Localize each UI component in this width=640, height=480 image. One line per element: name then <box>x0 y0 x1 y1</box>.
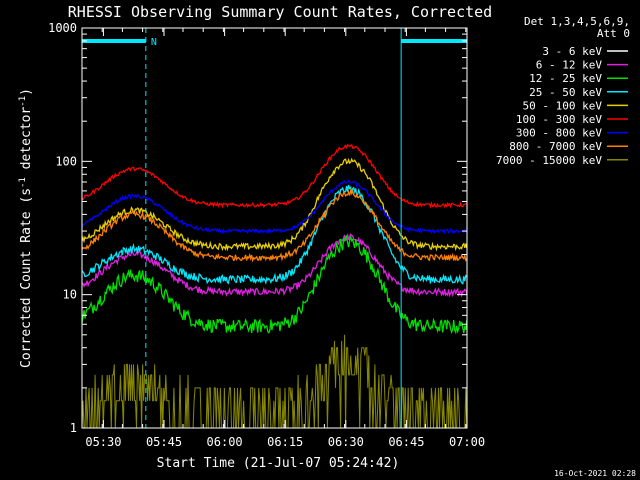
y-tick-label: 10 <box>63 288 77 302</box>
series-3-6keV-line <box>81 253 468 377</box>
legend-header: Det 1,3,4,5,6,9, <box>524 15 630 28</box>
plot-area: N <box>81 28 468 429</box>
legend-label: 3 - 6 keV <box>542 45 602 58</box>
legend-label: 100 - 300 keV <box>516 113 602 126</box>
plot-frame <box>81 27 468 429</box>
timestamp: 16-Oct-2021 02:28 <box>554 469 636 478</box>
series-800-7000keV-line <box>81 187 468 263</box>
axes: 05:30 05:45 06:00 06:15 06:30 06:45 07:00 1 10 10… <box>48 21 485 449</box>
x-tick-label: 05:45 <box>146 435 182 449</box>
y-tick-label: 1000 <box>48 21 77 35</box>
x-tick-label: 05:30 <box>85 435 121 449</box>
legend-label: 300 - 800 keV <box>516 127 602 140</box>
legend-label: 7000 - 15000 keV <box>496 154 602 167</box>
x-tick-label: 06:00 <box>207 435 243 449</box>
x-axis-label: Start Time (21-Jul-07 05:24:42) <box>157 456 400 471</box>
y-axis-label: Corrected Count Rate (s-1 detector-1) <box>18 88 34 368</box>
legend-label: 6 - 12 keV <box>536 59 603 72</box>
night-marker-label: N <box>151 37 157 48</box>
y-tick-label: 100 <box>55 154 77 168</box>
series-6-12keV-line <box>81 233 468 298</box>
legend-label: 50 - 100 keV <box>523 99 603 112</box>
chart-title: RHESSI Observing Summary Count Rates, Co… <box>68 3 492 21</box>
legend-label: 12 - 25 keV <box>529 72 602 85</box>
x-tick-label: 06:45 <box>388 435 424 449</box>
series-12-25keV-line <box>81 234 468 335</box>
legend-label: 800 - 7000 keV <box>509 140 602 153</box>
y-tick-label: 1 <box>70 421 77 435</box>
series-100-300keV-line <box>81 143 467 209</box>
x-tick-label: 07:00 <box>449 435 485 449</box>
x-tick-label: 06:15 <box>267 435 303 449</box>
series-25-50keV-line <box>81 184 468 285</box>
legend-label: 25 - 50 keV <box>529 86 602 99</box>
legend-header: Att 0 <box>597 27 630 40</box>
x-tick-label: 06:30 <box>328 435 364 449</box>
series-300-800keV-line <box>81 179 467 235</box>
